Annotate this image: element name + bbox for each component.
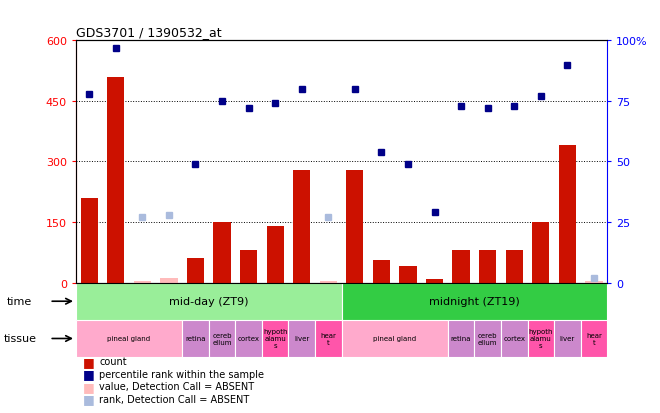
Text: mid-day (ZT9): mid-day (ZT9) [169, 297, 248, 306]
Bar [342, 283, 607, 320]
Text: retina: retina [185, 336, 206, 342]
Text: value, Detection Call = ABSENT: value, Detection Call = ABSENT [99, 381, 254, 391]
Bar [209, 320, 236, 357]
Text: ■: ■ [82, 380, 94, 393]
Bar [581, 320, 607, 357]
Text: cortex: cortex [503, 336, 525, 342]
Bar [213, 223, 230, 283]
Text: pineal gland: pineal gland [373, 336, 416, 342]
Bar [134, 282, 151, 283]
Text: hear
t: hear t [320, 332, 336, 345]
Bar [475, 320, 501, 357]
Text: liver: liver [560, 336, 575, 342]
Text: hypoth
alamu
s: hypoth alamu s [529, 329, 553, 349]
Bar [293, 170, 310, 283]
Text: midnight (ZT19): midnight (ZT19) [429, 297, 520, 306]
Bar [236, 320, 262, 357]
Bar [262, 320, 288, 357]
Bar [453, 251, 470, 283]
Text: pineal gland: pineal gland [108, 336, 150, 342]
Bar [342, 320, 448, 357]
Bar [501, 320, 527, 357]
Bar [81, 198, 98, 283]
Text: GDS3701 / 1390532_at: GDS3701 / 1390532_at [76, 26, 222, 39]
Text: tissue: tissue [3, 334, 36, 344]
Bar [373, 261, 390, 283]
Bar [288, 320, 315, 357]
Text: percentile rank within the sample: percentile rank within the sample [99, 369, 264, 379]
Bar [346, 170, 364, 283]
Bar [399, 267, 416, 283]
Bar [532, 223, 549, 283]
Bar [107, 78, 124, 283]
Text: retina: retina [451, 336, 471, 342]
Text: cereb
ellum: cereb ellum [213, 332, 232, 345]
Bar [160, 278, 178, 283]
Bar [187, 259, 204, 283]
Bar [182, 320, 209, 357]
Bar [527, 320, 554, 357]
Text: ■: ■ [82, 355, 94, 368]
Text: liver: liver [294, 336, 310, 342]
Bar [315, 320, 342, 357]
Bar [76, 320, 182, 357]
Text: ■: ■ [82, 367, 94, 380]
Bar [426, 280, 443, 283]
Bar [585, 282, 603, 283]
Bar [559, 146, 576, 283]
Bar [319, 282, 337, 283]
Text: count: count [99, 356, 127, 366]
Bar [506, 251, 523, 283]
Text: ■: ■ [82, 392, 94, 405]
Text: time: time [7, 297, 32, 306]
Text: cereb
ellum: cereb ellum [478, 332, 498, 345]
Text: cortex: cortex [238, 336, 259, 342]
Text: hear
t: hear t [586, 332, 602, 345]
Bar [76, 283, 342, 320]
Bar [240, 251, 257, 283]
Text: rank, Detection Call = ABSENT: rank, Detection Call = ABSENT [99, 394, 249, 404]
Text: hypoth
alamu
s: hypoth alamu s [263, 329, 287, 349]
Bar [479, 251, 496, 283]
Bar [448, 320, 475, 357]
Bar [554, 320, 581, 357]
Bar [267, 226, 284, 283]
